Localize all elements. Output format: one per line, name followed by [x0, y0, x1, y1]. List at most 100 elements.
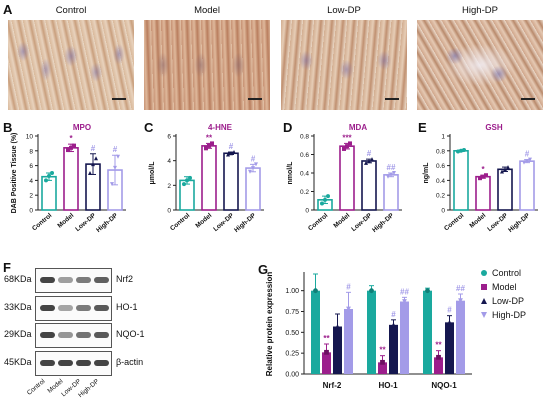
protein-band	[76, 305, 91, 311]
x-tick-label: Low-DP	[486, 212, 510, 233]
molecular-weight-label: 29KDa	[4, 329, 32, 339]
x-tick-label: NQO-1	[431, 381, 457, 390]
bar	[333, 326, 342, 374]
data-point	[528, 157, 532, 162]
significance-mark: #	[367, 149, 372, 158]
significance-mark: **	[206, 133, 213, 142]
scale-bar	[248, 98, 262, 100]
data-point	[364, 160, 368, 165]
micrograph-title: High-DP	[462, 5, 498, 16]
scale-bar	[112, 98, 126, 100]
micrograph-image	[281, 20, 407, 110]
y-tick-label: 6	[29, 163, 33, 170]
data-point	[389, 172, 393, 177]
x-tick-label: High-DP	[371, 212, 396, 234]
data-point	[478, 176, 482, 181]
data-point	[345, 144, 349, 149]
significance-mark: **	[435, 341, 442, 350]
y-tick-label: 10	[26, 134, 34, 141]
data-point	[436, 354, 441, 360]
blot-strip	[35, 268, 112, 293]
data-point	[326, 194, 330, 199]
data-point	[458, 298, 463, 304]
significance-mark: *	[69, 134, 73, 143]
x-tick-label: Model	[56, 212, 75, 230]
molecular-weight-label: 33KDa	[4, 302, 32, 312]
bar	[423, 290, 432, 374]
y-axis-label: ng/mL	[423, 162, 430, 184]
legend-label: Control	[492, 268, 521, 278]
data-point	[188, 175, 192, 180]
x-tick-label: Model	[468, 212, 487, 230]
data-point	[50, 171, 54, 175]
legend-marker	[481, 270, 487, 276]
y-tick-label: 0.2	[436, 193, 445, 200]
data-point	[88, 171, 92, 175]
significance-mark: #	[229, 142, 234, 151]
data-point	[232, 150, 236, 155]
data-point	[116, 154, 120, 159]
panel-letter-g: G	[258, 262, 269, 277]
data-point	[324, 349, 329, 355]
protein-band	[94, 360, 109, 366]
protein-band	[76, 360, 91, 366]
micrograph-image	[144, 20, 270, 110]
protein-name-label: HO-1	[116, 302, 138, 312]
data-point	[386, 174, 390, 179]
protein-band	[58, 332, 73, 338]
bar	[311, 290, 320, 374]
panel-letter-b: B	[3, 120, 13, 135]
significance-mark: #	[391, 310, 396, 319]
y-axis-label: DAB Positive Tissue (%)	[11, 133, 18, 214]
protein-name-label: Nrf2	[116, 274, 134, 284]
bar	[445, 322, 454, 374]
y-tick-label: 0.50	[285, 330, 299, 337]
data-point	[348, 141, 352, 146]
data-point	[402, 299, 407, 304]
y-tick-label: 0.2	[300, 189, 309, 196]
data-point	[66, 148, 70, 153]
bar	[434, 357, 443, 374]
bar	[400, 301, 409, 374]
chart-title: 4-HNE	[208, 123, 233, 132]
protein-band	[76, 277, 91, 283]
bar	[497, 168, 513, 211]
data-point	[251, 166, 255, 171]
significance-mark: **	[379, 346, 386, 355]
data-point	[342, 146, 346, 151]
data-point	[447, 319, 452, 325]
y-tick-label: 2	[167, 183, 171, 190]
data-point	[484, 173, 488, 178]
panel-letter-a: A	[3, 2, 13, 17]
legend-label: Low-DP	[492, 296, 524, 306]
data-point	[320, 201, 324, 206]
protein-name-label: β-actin	[116, 357, 144, 367]
x-tick-label: Model	[332, 212, 351, 230]
data-point	[346, 306, 351, 312]
protein-band	[76, 332, 91, 338]
micrograph-image	[8, 20, 134, 110]
significance-mark: #	[346, 282, 351, 291]
bar	[201, 145, 217, 211]
panel-letter-f: F	[3, 260, 11, 275]
data-point	[110, 182, 114, 187]
panel-letter-e: E	[418, 120, 427, 135]
data-point	[113, 165, 117, 170]
y-tick-label: 0.6	[436, 163, 445, 170]
micrograph-title: Control	[55, 5, 87, 16]
protein-band	[40, 305, 55, 311]
data-point	[44, 178, 48, 183]
molecular-weight-label: 45KDa	[4, 357, 32, 367]
data-point	[323, 197, 327, 202]
bar	[344, 309, 353, 374]
significance-mark: ***	[342, 133, 352, 142]
data-point	[185, 178, 189, 183]
x-tick-label: Control	[443, 212, 465, 232]
data-point	[459, 148, 463, 153]
y-tick-label: 4	[167, 158, 171, 165]
data-point	[248, 169, 252, 174]
significance-mark: #	[251, 154, 256, 163]
data-point	[506, 165, 510, 170]
y-tick-label: 0	[305, 208, 309, 215]
significance-mark: *	[481, 165, 485, 174]
